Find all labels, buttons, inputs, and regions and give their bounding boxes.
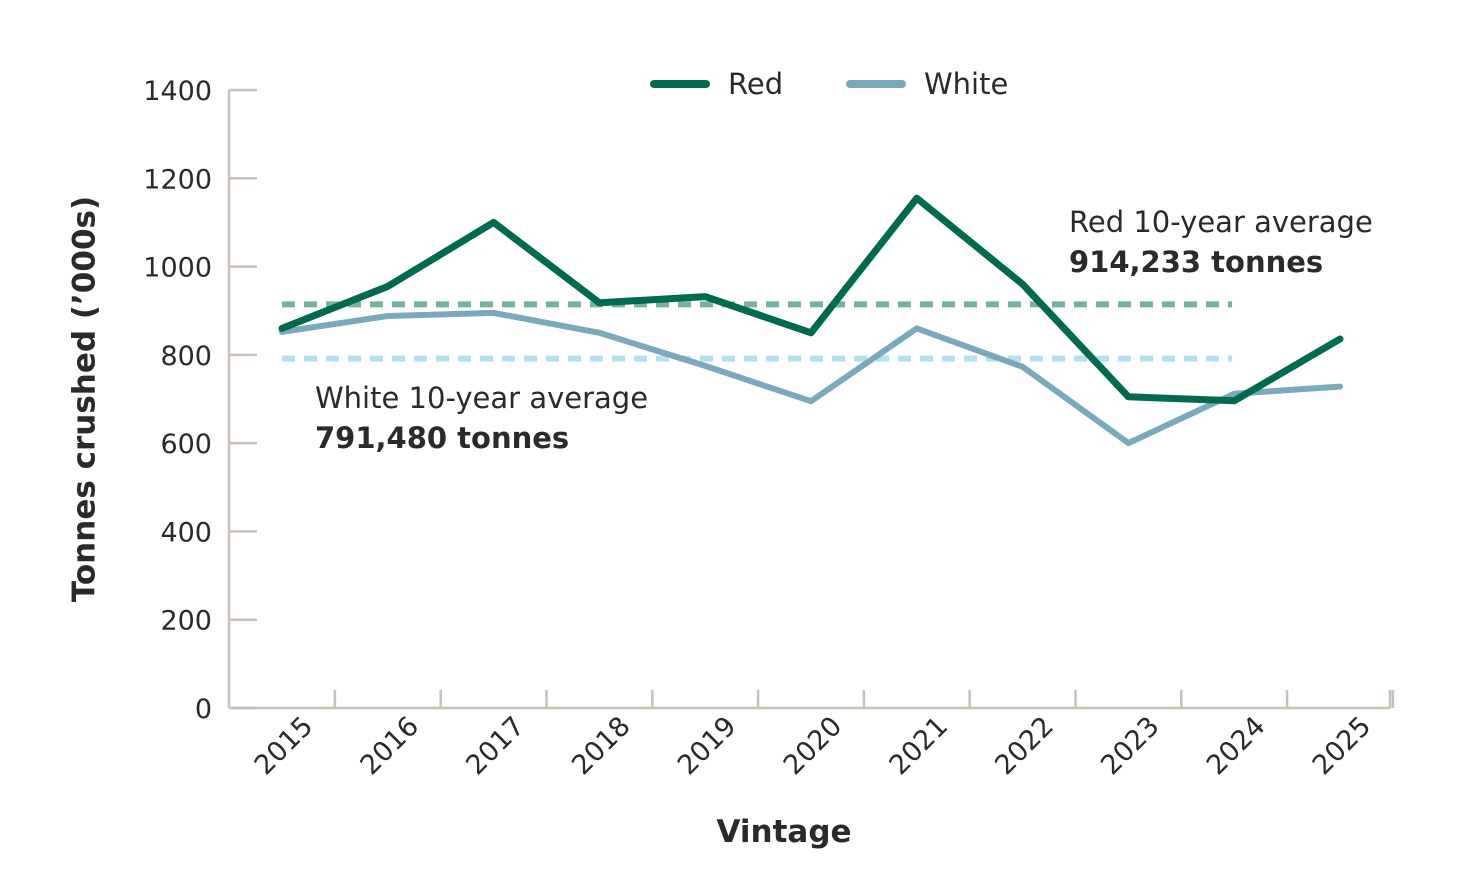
x-tick-label: 2016 (355, 711, 426, 782)
y-tick-label: 1000 (143, 253, 212, 284)
series-lines (278, 194, 1344, 447)
white-average-label: White 10-year average (315, 381, 648, 415)
x-tick-label: 2020 (778, 711, 849, 782)
x-tick-label: 2022 (989, 711, 1060, 782)
red-average-value: 914,233 tonnes (1069, 245, 1323, 279)
y-tick-label: 1400 (143, 76, 212, 107)
x-tick-label: 2017 (460, 711, 531, 782)
legend: Red White (650, 67, 1008, 101)
x-tick-label: 2024 (1201, 711, 1272, 782)
y-tick-label: 800 (160, 341, 212, 372)
y-axis-title: Tonnes crushed (’000s) (67, 196, 103, 602)
y-tick-label: 0 (195, 694, 212, 725)
y-tick-label: 1200 (143, 164, 212, 195)
white-average-value: 791,480 tonnes (315, 421, 569, 455)
y-axis-ticks: 0 200 400 600 800 1000 1200 1400 (143, 76, 257, 725)
x-tick-label: 2021 (884, 711, 955, 782)
average-lines (282, 301, 1232, 362)
legend-label-white: White (924, 67, 1008, 101)
y-tick-label: 200 (160, 606, 212, 637)
x-tick-label: 2023 (1095, 711, 1166, 782)
x-tick-label: 2019 (672, 711, 743, 782)
x-tick-label: 2018 (566, 711, 637, 782)
x-tick-label: 2025 (1307, 711, 1378, 782)
x-tick-label: 2015 (249, 711, 320, 782)
y-tick-label: 600 (160, 429, 212, 460)
series-line-red (278, 194, 1344, 405)
red-average-label: Red 10-year average (1069, 205, 1373, 239)
x-axis-ticks: 2015 2016 2017 2018 2019 2020 2021 2022 2023 2024… (249, 690, 1395, 782)
y-tick-label: 400 (160, 517, 212, 548)
series-line-white (279, 309, 1343, 447)
legend-label-red: Red (728, 67, 783, 101)
x-axis-title: Vintage (716, 814, 851, 850)
